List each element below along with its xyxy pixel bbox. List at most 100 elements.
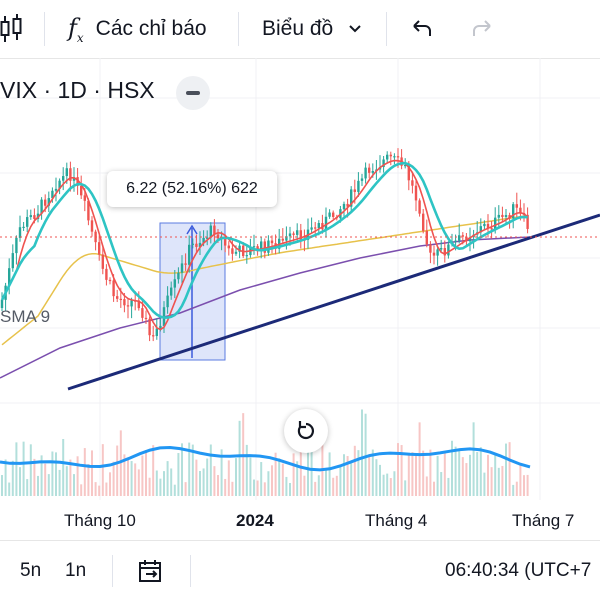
chart-type-dropdown[interactable]: Biểu đồ (262, 0, 363, 58)
candle-body (454, 240, 457, 242)
volume-bar (47, 474, 50, 496)
volume-bar (335, 475, 338, 496)
candle-body (519, 207, 522, 213)
time-axis[interactable]: Tháng 10 2024 Tháng 4 Tháng 7 (0, 500, 600, 540)
candle-body (411, 180, 414, 186)
undo-button[interactable] (410, 0, 434, 58)
candle-body (357, 180, 360, 192)
price-chart[interactable] (0, 58, 600, 500)
volume-bar (314, 481, 317, 496)
candle-body (216, 234, 220, 239)
candle-body (202, 237, 205, 243)
volume-bar (490, 467, 493, 496)
volume-bar (523, 475, 525, 496)
candle-body (224, 236, 227, 246)
volume-bar (76, 456, 79, 496)
volume-bar (271, 465, 273, 496)
indicators-button[interactable]: fx Các chỉ báo (68, 0, 207, 58)
volume-bar (83, 448, 86, 496)
candle-body (515, 204, 518, 208)
range-1y-button[interactable]: 1n (65, 541, 86, 601)
volume-bar (58, 469, 61, 496)
candle-body (231, 248, 234, 254)
candles-icon[interactable] (0, 0, 22, 58)
candle-body (62, 176, 65, 181)
volume-bar (191, 444, 194, 496)
collapse-legend-button[interactable] (176, 76, 210, 110)
function-icon: fx (68, 13, 84, 45)
volume-bar (123, 454, 126, 496)
symbol-info[interactable]: VIX · 1D · HSX (0, 70, 155, 110)
volume-bar (375, 459, 378, 496)
candle-body (414, 185, 418, 201)
toolbar-divider (386, 12, 387, 46)
volume-bar (231, 481, 234, 496)
volume-bar (454, 446, 457, 496)
candle-body (443, 248, 446, 256)
volume-bar (134, 463, 137, 496)
candle-body (58, 180, 61, 189)
volume-bar (206, 458, 209, 496)
candle-body (65, 168, 68, 177)
candle-body (479, 226, 482, 233)
volume-bar (22, 441, 25, 496)
candle-body (332, 212, 335, 217)
sma-fast-path (0, 161, 528, 319)
sma-legend-label[interactable]: SMA 9 (0, 307, 51, 326)
clock-timezone-button[interactable]: 06:40:34 (UTC+7 (445, 541, 591, 601)
volume-bar (130, 461, 133, 496)
volume-bar (505, 443, 507, 496)
candle-body (112, 280, 115, 297)
volume-bar (494, 454, 497, 496)
candle-body (393, 156, 396, 158)
volume-bar (321, 440, 324, 496)
redo-icon (473, 20, 491, 36)
candle-body (418, 200, 421, 214)
volume-bar (353, 445, 356, 496)
candle-body (15, 237, 18, 254)
range-5y-button[interactable]: 5n (20, 541, 41, 601)
measure-arrow-head (186, 224, 198, 235)
candle-body (123, 299, 126, 306)
volume-bar (238, 420, 241, 496)
volume-bar (195, 459, 198, 496)
candle-body (429, 244, 432, 253)
volume-bar (145, 450, 147, 496)
volume-bar (371, 449, 374, 496)
candle-body (389, 154, 392, 157)
candle-body (346, 203, 349, 207)
chart-type-label: Biểu đồ (262, 17, 334, 40)
volume-bar (112, 461, 115, 496)
candle-body (501, 214, 504, 217)
volume-bar (224, 478, 227, 496)
sma-fast-line (0, 159, 529, 331)
measure-tooltip-text: 6.22 (52.16%) 622 (126, 180, 258, 197)
reset-chart-button[interactable] (284, 409, 328, 453)
candle-body (29, 215, 32, 218)
volume-bar (177, 453, 180, 496)
volume-bar (479, 447, 482, 496)
volume-bar (397, 443, 399, 496)
volume-bar (299, 451, 302, 496)
bottom-toolbar: 5n 1n 06:40:34 (UTC+7 (0, 540, 600, 601)
volume-bar (343, 454, 345, 496)
trendline[interactable] (67, 213, 600, 391)
x-tick-label: Tháng 7 (512, 511, 575, 530)
volume-bar (29, 444, 32, 496)
candle-body (461, 235, 464, 237)
volume-bar (407, 453, 410, 496)
volume-bar (26, 479, 29, 496)
candle-body (44, 199, 47, 206)
redo-button[interactable] (470, 0, 494, 58)
candle-body (51, 190, 54, 199)
volume-bar (19, 467, 21, 496)
candle-body (119, 298, 122, 301)
candle-body (101, 254, 104, 269)
candle-body (159, 325, 162, 329)
candle-body (422, 213, 425, 231)
bottom-divider (112, 555, 113, 587)
date-range-button[interactable] (138, 541, 164, 601)
volume-bar (443, 451, 446, 496)
candle-body (148, 318, 151, 336)
volume-bar (267, 471, 270, 496)
